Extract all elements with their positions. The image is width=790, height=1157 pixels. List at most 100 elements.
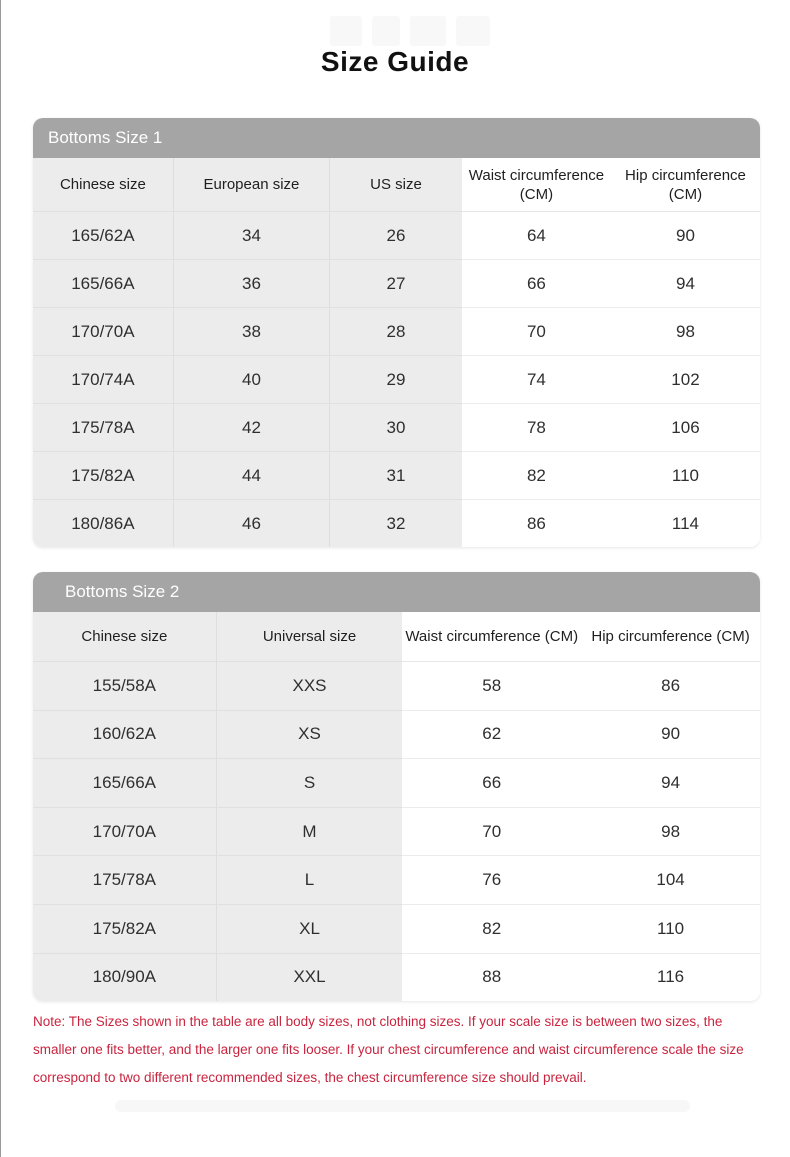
table-row: 180/90A XXL 88 116	[33, 953, 760, 1002]
table-cell: 90	[581, 710, 760, 760]
table-row: 165/62A 34 26 64 90	[33, 211, 760, 260]
table-cell: 30	[329, 403, 462, 452]
table-cell: 36	[172, 259, 330, 308]
table-row: 155/58A XXS 58 86	[33, 661, 760, 711]
table-cell: 104	[581, 855, 760, 905]
table-cell: 106	[610, 403, 760, 452]
table-row: 175/82A XL 82 110	[33, 904, 760, 954]
table-cell: 28	[329, 307, 462, 356]
table-row: 170/74A 40 29 74 102	[33, 355, 760, 404]
watermark-glyph	[372, 16, 400, 46]
table-title: Bottoms Size 1	[48, 128, 163, 147]
column-header: Waist circumference (CM)	[461, 158, 611, 212]
table-cell: 165/66A	[33, 758, 217, 808]
table-cell: 110	[581, 904, 760, 954]
table-cell: 70	[402, 807, 582, 857]
column-header: Chinese size	[33, 158, 174, 212]
table-cell: 165/66A	[33, 259, 174, 308]
table-cell: 175/82A	[33, 451, 174, 500]
size-table-2: Chinese size Universal size Waist circumfe…	[33, 612, 760, 1002]
table-cell: 116	[581, 953, 760, 1002]
page-edge-line	[0, 0, 1, 1157]
table-cell: 170/70A	[33, 807, 217, 857]
table-cell: 70	[461, 307, 611, 356]
table-row: 175/78A 42 30 78 106	[33, 403, 760, 452]
table-cell: S	[215, 758, 403, 808]
table-cell: 160/62A	[33, 710, 217, 760]
table-cell: 66	[402, 758, 582, 808]
column-header: Chinese size	[33, 612, 217, 662]
bottoms-size-2-section: Bottoms Size 2 Chinese size Universal siz…	[33, 572, 760, 1002]
table-title-bar: Bottoms Size 2	[33, 572, 760, 612]
table-cell: 94	[581, 758, 760, 808]
table-cell: 90	[610, 211, 760, 260]
table-cell: 175/78A	[33, 855, 217, 905]
column-header: European size	[172, 158, 330, 212]
table-cell: 58	[402, 661, 582, 711]
table-cell: 175/82A	[33, 904, 217, 954]
table-cell: 76	[402, 855, 582, 905]
table-cell: 110	[610, 451, 760, 500]
table-cell: 180/90A	[33, 953, 217, 1002]
table-row: 180/86A 46 32 86 114	[33, 499, 760, 547]
table-cell: 98	[581, 807, 760, 857]
table-cell: 31	[329, 451, 462, 500]
header-row: Chinese size European size US size Waist ci…	[33, 158, 760, 212]
note-text: Note: The Sizes shown in the table are a…	[33, 1014, 744, 1085]
size-table-1: Chinese size European size US size Waist ci…	[33, 158, 760, 547]
table-cell: 64	[461, 211, 611, 260]
table-cell: 46	[172, 499, 330, 547]
table-row: 165/66A S 66 94	[33, 758, 760, 808]
table-cell: 114	[610, 499, 760, 547]
table-cell: 102	[610, 355, 760, 404]
table-cell: 66	[461, 259, 611, 308]
column-header: Waist circumference (CM)	[402, 612, 582, 662]
table-cell: 29	[329, 355, 462, 404]
table-cell: 44	[172, 451, 330, 500]
table-row: 160/62A XS 62 90	[33, 710, 760, 760]
table-title-bar: Bottoms Size 1	[33, 118, 760, 158]
table-cell: 170/70A	[33, 307, 174, 356]
table-cell: M	[215, 807, 403, 857]
table-cell: 32	[329, 499, 462, 547]
table-cell: 165/62A	[33, 211, 174, 260]
column-header: Universal size	[215, 612, 403, 662]
table-row: 165/66A 36 27 66 94	[33, 259, 760, 308]
table-cell: 82	[402, 904, 582, 954]
table-cell: XL	[215, 904, 403, 954]
table-cell: 175/78A	[33, 403, 174, 452]
table-row: 170/70A M 70 98	[33, 807, 760, 857]
column-header: US size	[329, 158, 462, 212]
table-cell: 155/58A	[33, 661, 217, 711]
table-row: 175/82A 44 31 82 110	[33, 451, 760, 500]
table-cell: 40	[172, 355, 330, 404]
table-cell: 88	[402, 953, 582, 1002]
column-header: Hip circumference (CM)	[610, 158, 760, 212]
table-cell: 27	[329, 259, 462, 308]
header-row: Chinese size Universal size Waist circumfe…	[33, 612, 760, 662]
table-cell: 38	[172, 307, 330, 356]
page-title: Size Guide	[320, 46, 470, 77]
watermark-glyph	[410, 16, 446, 46]
table-title: Bottoms Size 2	[65, 582, 180, 601]
bottoms-size-1-section: Bottoms Size 1 Chinese size European size…	[33, 118, 760, 547]
table-cell: 82	[461, 451, 611, 500]
watermark-ghost-top	[330, 16, 490, 46]
table-cell: 26	[329, 211, 462, 260]
table-cell: 94	[610, 259, 760, 308]
watermark-ghost-bottom	[115, 1100, 690, 1112]
watermark-glyph	[330, 16, 362, 46]
table-cell: XXL	[215, 953, 403, 1002]
table-cell: XXS	[215, 661, 403, 711]
table-cell: 98	[610, 307, 760, 356]
table-cell: 78	[461, 403, 611, 452]
watermark-glyph	[456, 16, 490, 46]
table-cell: L	[215, 855, 403, 905]
column-header: Hip circumference (CM)	[581, 612, 760, 662]
table-cell: 180/86A	[33, 499, 174, 547]
table-row: 170/70A 38 28 70 98	[33, 307, 760, 356]
table-cell: 42	[172, 403, 330, 452]
table-cell: XS	[215, 710, 403, 760]
table-cell: 74	[461, 355, 611, 404]
table-cell: 62	[402, 710, 582, 760]
